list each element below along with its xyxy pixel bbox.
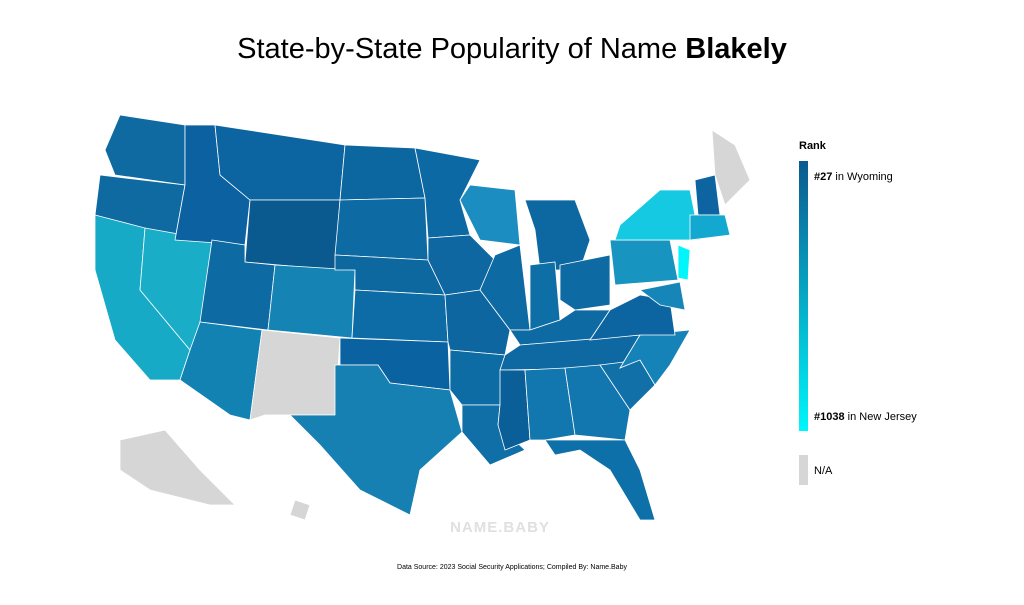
region: [289, 499, 311, 521]
us-map: [94, 114, 751, 521]
region: [249, 329, 341, 421]
region: [244, 199, 341, 271]
region: [677, 244, 691, 281]
legend-scale: [799, 161, 808, 431]
legend-top-rank: #27: [814, 171, 832, 183]
region: [559, 254, 611, 311]
region: [104, 114, 186, 186]
region: [497, 369, 531, 451]
region: [339, 144, 426, 201]
region: [334, 197, 429, 261]
region: [689, 214, 731, 241]
title-text: State-by-State Popularity of Name: [237, 33, 677, 65]
watermark: NAME.BABY: [450, 519, 550, 536]
region: [267, 264, 356, 339]
region: [459, 184, 521, 246]
region: [524, 199, 591, 271]
region: [694, 174, 721, 216]
legend-top-place: in Wyoming: [835, 171, 892, 183]
legend-na: N/A: [814, 465, 833, 477]
region: [449, 349, 506, 406]
region: [289, 364, 463, 516]
region: [351, 289, 449, 343]
legend-top: #27 in Wyoming: [814, 171, 893, 183]
region: [609, 239, 679, 286]
region: [119, 429, 236, 506]
region: [614, 189, 701, 241]
legend-bottom-place: in New Jersey: [848, 411, 918, 423]
source: Data Source: 2023 Social Security Applic…: [397, 564, 627, 571]
legend-title: Rank: [799, 140, 827, 152]
title: State-by-State Popularity of Name Blakel…: [237, 33, 787, 65]
legend-bottom-rank: #1038: [814, 411, 845, 423]
legend-na-swatch: [799, 455, 808, 485]
region: [544, 439, 656, 521]
region: [639, 281, 686, 311]
region: [524, 367, 576, 441]
region: [529, 261, 561, 331]
legend-bottom: #1038 in New Jersey: [814, 411, 917, 423]
region: [564, 364, 631, 441]
region: [711, 129, 751, 206]
title-name: Blakely: [685, 33, 787, 65]
